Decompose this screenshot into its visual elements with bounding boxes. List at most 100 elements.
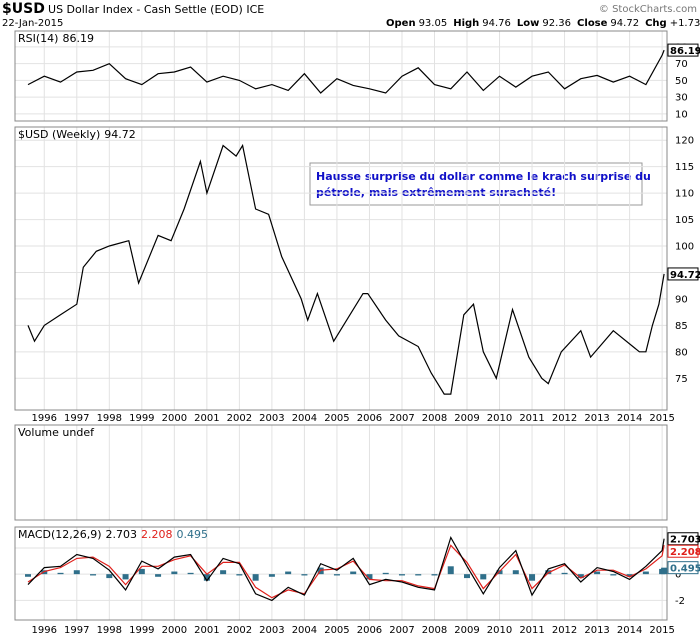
panel-title: Volume undef bbox=[18, 426, 95, 439]
histogram-bar bbox=[512, 570, 519, 575]
quote-label: Close bbox=[577, 18, 608, 29]
histogram-bar bbox=[398, 574, 405, 576]
title-value: 86.19 bbox=[62, 32, 94, 45]
x-tick-label: 2001 bbox=[194, 413, 219, 424]
symbol-name: US Dollar Index - Cash Settle (EOD) ICE bbox=[48, 3, 264, 16]
title-name: MACD(12,26,9) bbox=[18, 528, 102, 541]
histogram-bar bbox=[431, 574, 438, 576]
last-value-tag bbox=[667, 267, 699, 281]
histogram-bar bbox=[561, 572, 568, 575]
y-tick-label: 80 bbox=[675, 347, 688, 358]
x-tick-label: 2013 bbox=[584, 625, 609, 636]
last-value-tag bbox=[667, 43, 699, 57]
histogram-bar bbox=[464, 574, 471, 579]
credit: © StockCharts.com bbox=[599, 4, 697, 15]
last-value-label: 2.703 bbox=[670, 535, 700, 546]
panel-title: MACD(12,26,9) 2.703 2.208 0.495 bbox=[18, 528, 208, 541]
title-name: $USD (Weekly) bbox=[18, 128, 100, 141]
histogram-bar bbox=[187, 572, 194, 575]
last-value-tag bbox=[667, 561, 699, 575]
quote-label: Chg bbox=[645, 18, 667, 29]
histogram-bar bbox=[236, 574, 243, 576]
histogram-bar bbox=[626, 574, 633, 577]
y-tick-label: 120 bbox=[675, 136, 694, 147]
x-tick-label: 2009 bbox=[454, 413, 479, 424]
histogram-bar bbox=[106, 574, 113, 579]
quote-value: 94.72 bbox=[610, 18, 639, 29]
annotation: pétrole, mais extrêmement suracheté! bbox=[316, 186, 556, 199]
histogram-bar bbox=[252, 574, 259, 581]
macd-line bbox=[27, 535, 665, 602]
x-tick-label: 2012 bbox=[552, 625, 577, 636]
histogram-bar bbox=[366, 574, 373, 580]
x-tick-label: 2006 bbox=[357, 625, 382, 636]
histogram-bar bbox=[529, 574, 536, 581]
histogram-bar bbox=[155, 574, 162, 577]
histogram-bar bbox=[301, 574, 308, 576]
quote-value: 94.76 bbox=[482, 18, 511, 29]
title-name: Volume undef bbox=[18, 426, 95, 439]
histogram-bar bbox=[57, 572, 64, 575]
x-tick-label: 1998 bbox=[97, 413, 122, 424]
y-tick-label: 75 bbox=[675, 374, 688, 385]
annotation-box bbox=[309, 162, 643, 206]
symbol: $USD bbox=[2, 1, 45, 17]
panel-title: $USD (Weekly) 94.72 bbox=[18, 128, 136, 141]
y-tick-label: 30 bbox=[675, 93, 688, 104]
x-tick-label: 1999 bbox=[129, 625, 154, 636]
histogram-bar bbox=[594, 571, 601, 575]
x-tick-label: 2014 bbox=[617, 625, 642, 636]
histogram-bar bbox=[642, 571, 649, 575]
x-tick-label: 2009 bbox=[454, 625, 479, 636]
histogram-bar bbox=[73, 570, 80, 575]
quote-label: High bbox=[453, 18, 479, 29]
x-tick-label: 2008 bbox=[422, 625, 447, 636]
x-tick-label: 1996 bbox=[32, 413, 57, 424]
quote-label: Low bbox=[517, 18, 539, 29]
panel-frame bbox=[14, 126, 668, 411]
x-tick-label: 2003 bbox=[259, 413, 284, 424]
title-name: RSI(14) bbox=[18, 32, 58, 45]
x-tick-label: 1997 bbox=[64, 625, 89, 636]
title-value: 2.703 bbox=[106, 528, 138, 541]
histogram-bar bbox=[610, 574, 617, 576]
y-tick-label: 85 bbox=[675, 321, 688, 332]
x-tick-label: 2010 bbox=[487, 625, 512, 636]
histogram-bar bbox=[661, 567, 668, 575]
x-tick-label: 2011 bbox=[519, 625, 544, 636]
quote-value: 93.05 bbox=[419, 18, 448, 29]
histogram-bar bbox=[577, 574, 584, 579]
y-tick-label: 0 bbox=[675, 570, 681, 581]
histogram-bar bbox=[333, 574, 340, 576]
histogram-bar bbox=[447, 566, 454, 575]
x-tick-label: 1996 bbox=[32, 625, 57, 636]
y-tick-label: 100 bbox=[675, 242, 694, 253]
x-tick-label: 2008 bbox=[422, 413, 447, 424]
quote: Open 93.05 High 94.76 Low 92.36 Close 94.72 Chg +… bbox=[386, 18, 700, 29]
x-tick-label: 2003 bbox=[259, 625, 284, 636]
last-value-label: 0.495 bbox=[670, 564, 700, 575]
histogram-bar bbox=[382, 572, 389, 575]
histogram-bar bbox=[268, 574, 275, 577]
histogram-bar bbox=[220, 570, 227, 575]
x-tick-label: 2010 bbox=[487, 413, 512, 424]
y-tick-label: 115 bbox=[675, 162, 694, 173]
histogram-bar bbox=[122, 574, 129, 580]
histogram-bar bbox=[285, 571, 292, 575]
x-tick-label: 2007 bbox=[389, 625, 414, 636]
histogram-bar bbox=[171, 571, 178, 575]
panel-frame bbox=[14, 424, 668, 521]
panel-title: RSI(14) 86.19 bbox=[18, 32, 94, 45]
header-line: $USD US Dollar Index - Cash Settle (EOD)… bbox=[2, 1, 264, 17]
histogram-bar bbox=[25, 574, 32, 577]
x-tick-label: 2007 bbox=[389, 413, 414, 424]
y-tick-label: 70 bbox=[675, 59, 688, 70]
x-tick-label: 2000 bbox=[162, 625, 187, 636]
y-tick-label: 110 bbox=[675, 189, 694, 200]
last-value-tag bbox=[667, 544, 699, 558]
title-value: 2.208 bbox=[141, 528, 173, 541]
histogram-bar bbox=[203, 574, 210, 581]
x-tick-label: 2006 bbox=[357, 413, 382, 424]
x-tick-label: 2002 bbox=[227, 625, 252, 636]
